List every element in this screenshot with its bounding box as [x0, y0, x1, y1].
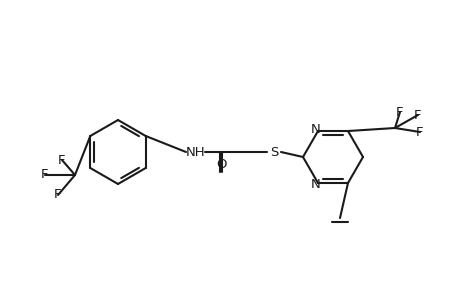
Text: O: O — [216, 158, 227, 170]
Text: N: N — [310, 178, 320, 191]
Text: F: F — [41, 169, 49, 182]
Text: NH: NH — [186, 146, 205, 158]
Text: S: S — [269, 146, 278, 158]
Text: F: F — [395, 106, 403, 118]
Text: F: F — [54, 188, 62, 202]
Text: F: F — [415, 125, 423, 139]
Text: F: F — [58, 154, 66, 166]
Text: F: F — [414, 109, 421, 122]
Text: N: N — [310, 122, 320, 136]
